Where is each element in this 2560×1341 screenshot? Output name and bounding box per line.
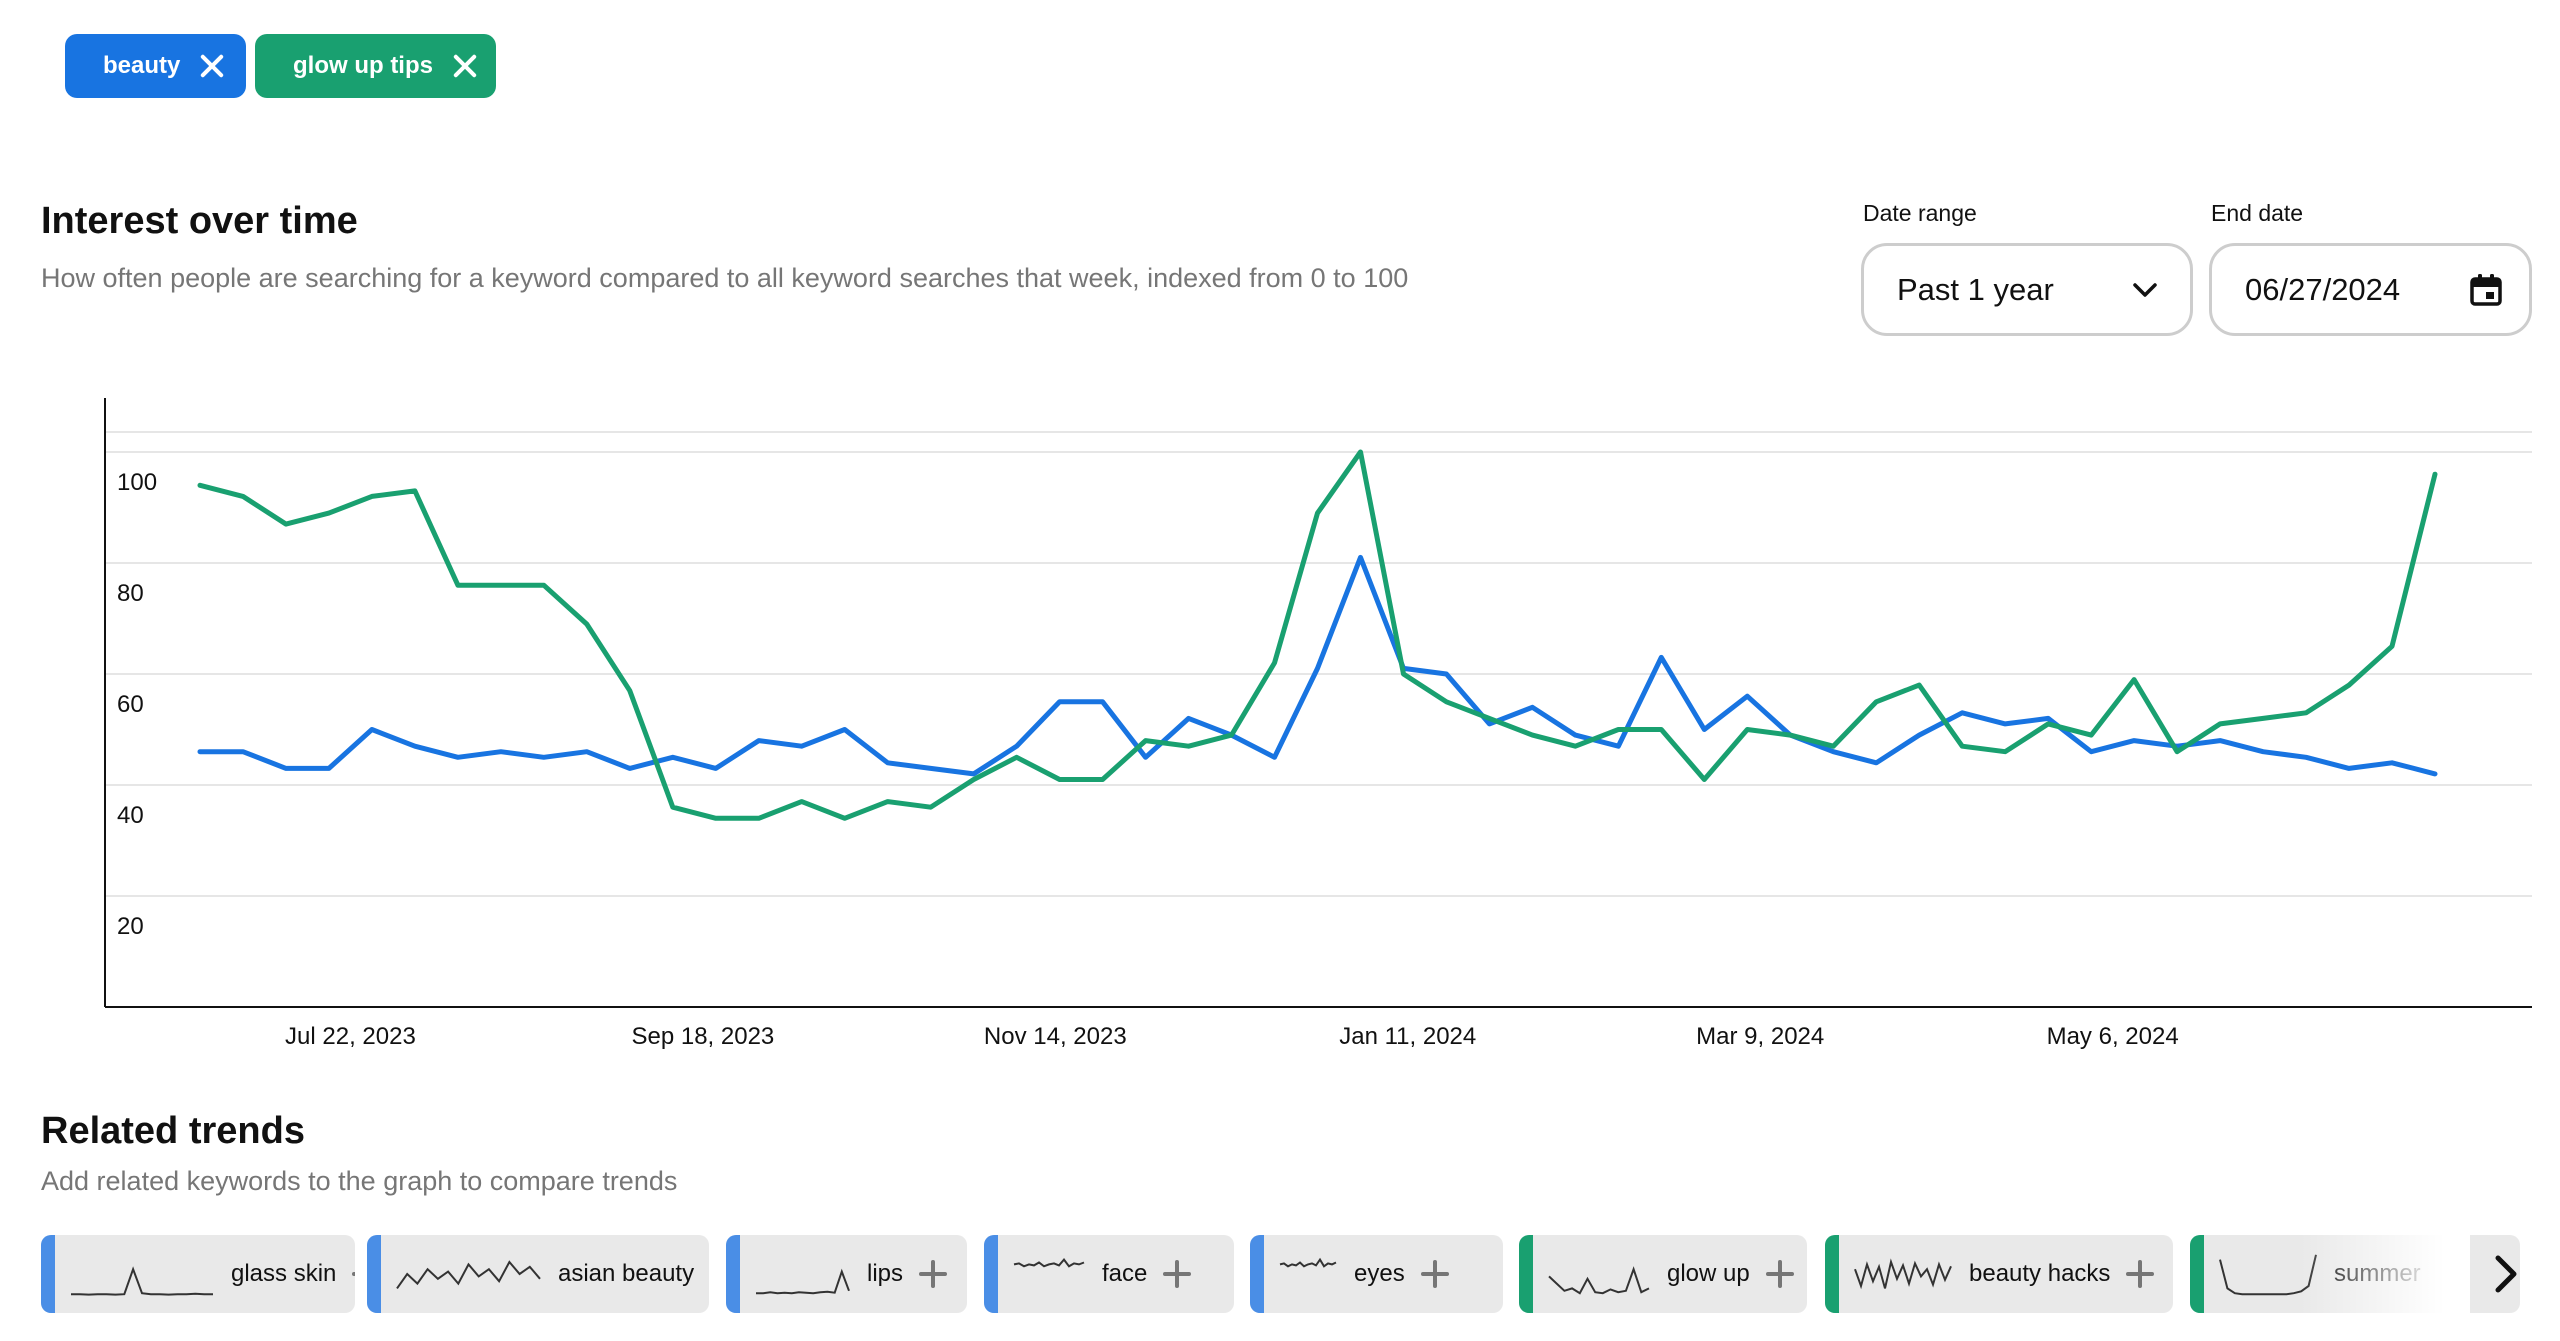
related-trend-card[interactable]: asian beauty	[367, 1235, 709, 1313]
keyword-chip-beauty[interactable]: beauty	[65, 34, 246, 98]
related-subtitle: Add related keywords to the graph to com…	[41, 1166, 678, 1196]
related-trend-card[interactable]: glow up	[1519, 1235, 1807, 1313]
interest-chart: 20 40 60 80 100 Jul 22, 2023 Sep 18, 2023 Nov …	[104, 398, 2532, 1050]
keyword-chip-label: glow up tips	[293, 52, 433, 79]
date-range-value: Past 1 year	[1897, 271, 2054, 307]
color-bar	[41, 1235, 55, 1313]
related-trend-label: glow up	[1667, 1260, 1750, 1287]
keyword-chip-glow-up-tips[interactable]: glow up tips	[255, 34, 496, 98]
color-bar	[1519, 1235, 1533, 1313]
color-bar	[1825, 1235, 1839, 1313]
color-bar	[984, 1235, 998, 1313]
sparkline	[1854, 1258, 1952, 1290]
sparkline	[71, 1266, 213, 1296]
sparkline	[396, 1260, 541, 1289]
x-tick-label: Nov 14, 2023	[984, 1023, 1127, 1050]
y-tick-label: 60	[117, 691, 144, 718]
calendar-icon[interactable]	[2469, 273, 2503, 307]
add-icon[interactable]	[1163, 1260, 1192, 1288]
end-date-value: 06/27/2024	[2245, 271, 2401, 307]
x-tick-label: Jan 11, 2024	[1339, 1023, 1476, 1050]
related-trend-card[interactable]: beauty hacks	[1825, 1235, 2173, 1313]
color-bar	[1250, 1235, 1264, 1313]
end-date-label: End date	[2211, 200, 2304, 226]
x-tick-label: Mar 9, 2024	[1696, 1023, 1824, 1050]
add-icon[interactable]	[352, 1260, 355, 1288]
sparkline	[756, 1268, 850, 1295]
chevron-right-icon[interactable]	[2480, 1248, 2532, 1300]
close-icon[interactable]	[198, 52, 226, 80]
sparkline	[1279, 1257, 1337, 1268]
related-trend-label: lips	[867, 1260, 904, 1287]
end-date-field[interactable]: 06/27/2024	[2209, 243, 2532, 336]
related-trend-label: glass skin	[231, 1260, 337, 1287]
related-trend-label: eyes	[1354, 1260, 1405, 1287]
related-trend-card[interactable]: face	[984, 1235, 1234, 1313]
add-icon[interactable]	[1765, 1260, 1794, 1288]
y-tick-label: 20	[117, 913, 144, 940]
y-tick-label: 80	[117, 580, 144, 607]
y-tick-label: 40	[117, 802, 144, 829]
series-line-beauty	[197, 554, 2438, 777]
related-trend-label: asian beauty	[558, 1260, 695, 1287]
add-icon[interactable]	[1420, 1260, 1449, 1288]
color-bar	[726, 1235, 740, 1313]
series-line-glow-up-tips	[197, 449, 2438, 821]
scroll-fade	[2300, 1225, 2470, 1325]
x-tick-label: May 6, 2024	[2047, 1023, 2179, 1050]
chevron-down-icon	[2133, 282, 2157, 297]
related-trend-card[interactable]: glass skin	[41, 1235, 355, 1313]
color-bar	[367, 1235, 381, 1313]
x-tick-label: Sep 18, 2023	[631, 1023, 774, 1050]
related-trend-card[interactable]: eyes	[1250, 1235, 1503, 1313]
x-tick-label: Jul 22, 2023	[285, 1023, 416, 1050]
sparkline	[2219, 1254, 2317, 1296]
date-range-select[interactable]: Past 1 year	[1861, 243, 2193, 336]
add-icon[interactable]	[2126, 1260, 2155, 1288]
related-title: Related trends	[41, 1110, 305, 1152]
date-range-label: Date range	[1863, 200, 1977, 226]
related-trend-label: face	[1102, 1260, 1148, 1287]
sparkline	[1548, 1266, 1650, 1295]
keyword-chip-label: beauty	[103, 52, 181, 79]
sparkline	[1013, 1258, 1085, 1268]
interest-title: Interest over time	[41, 200, 358, 242]
add-icon[interactable]	[919, 1260, 948, 1288]
interest-subtitle: How often people are searching for a key…	[41, 263, 1409, 293]
close-icon[interactable]	[451, 52, 479, 80]
related-trend-label: beauty hacks	[1969, 1260, 2111, 1287]
color-bar	[2190, 1235, 2204, 1313]
y-tick-label: 100	[117, 469, 157, 496]
related-trend-card[interactable]: lips	[726, 1235, 967, 1313]
